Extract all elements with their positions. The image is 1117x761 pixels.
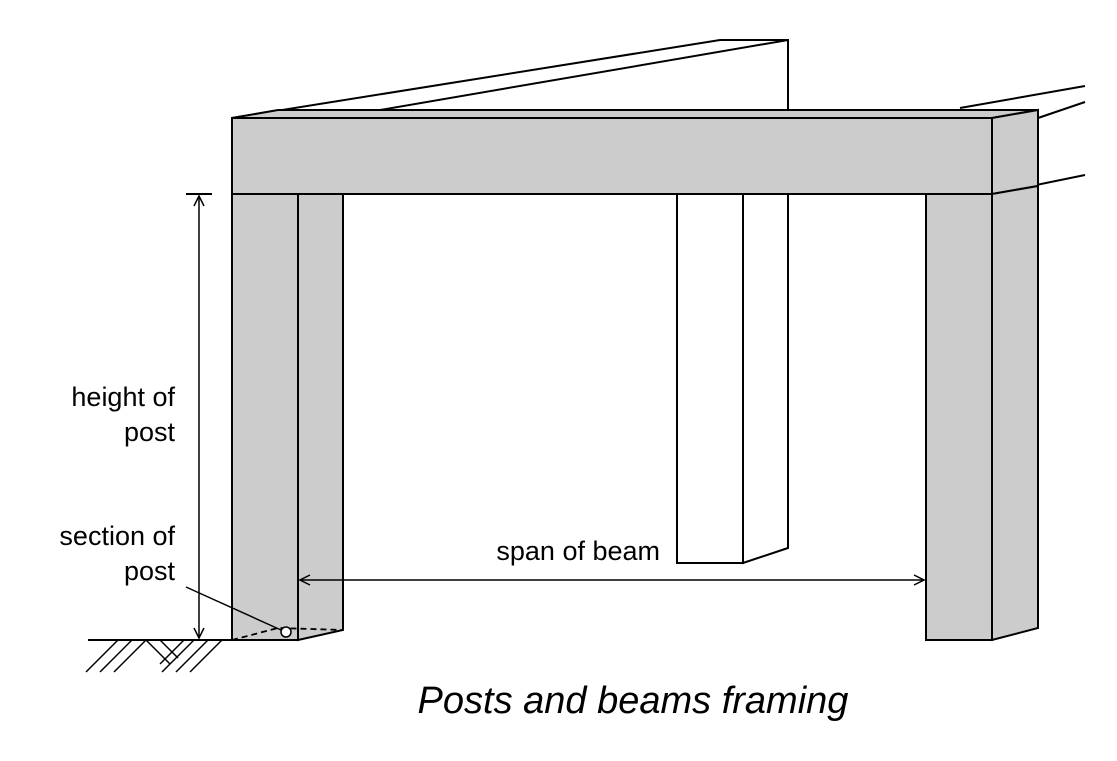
- middle-post: [676, 193, 789, 565]
- left-post-front: [231, 193, 299, 641]
- left-post: [231, 193, 344, 642]
- section-point-marker: [280, 626, 292, 638]
- height-of-post-label-line2: post: [124, 417, 176, 447]
- beam-top-face: [231, 109, 1039, 119]
- section-leader-line: [185, 586, 282, 631]
- rafter-left: [231, 39, 789, 119]
- left-post-side: [297, 193, 344, 642]
- middle-post-front: [676, 193, 744, 564]
- left-post-section-outline: [231, 627, 344, 641]
- beam-front-face: [231, 117, 993, 195]
- main-beam: [231, 108, 1039, 196]
- section-leader: [185, 586, 292, 638]
- rafter-left-lower-edge: [379, 39, 789, 111]
- section-of-post-label-line2: post: [124, 556, 176, 586]
- ground-symbol: [85, 639, 232, 673]
- span-of-beam-label: span of beam: [496, 536, 660, 566]
- right-post-front: [925, 193, 993, 641]
- middle-post-side: [742, 193, 789, 565]
- beam-end-face: [991, 108, 1039, 196]
- height-of-post-label-line1: height of: [71, 382, 175, 412]
- figure-caption: Posts and beams framing: [418, 680, 849, 722]
- rafter-right-lower: [1037, 101, 1086, 119]
- right-post-side: [991, 184, 1039, 642]
- rafter-right-upper: [959, 85, 1086, 109]
- section-of-post-label-line1: section of: [59, 521, 175, 551]
- right-post: [925, 184, 1039, 642]
- height-dimension: [186, 193, 212, 638]
